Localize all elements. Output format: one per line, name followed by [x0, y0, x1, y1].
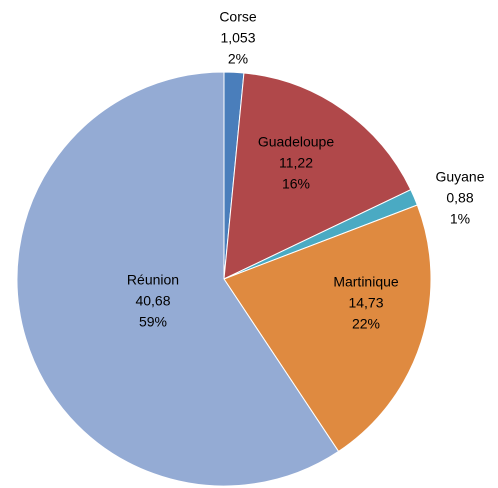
- pie-slice: [16, 71, 340, 487]
- slice-label: Guyane: [435, 169, 484, 185]
- pie-slice: [223, 72, 412, 280]
- value-label: 14,73: [348, 295, 383, 311]
- value-label: 0,88: [446, 190, 473, 206]
- slice-label: Martinique: [333, 274, 399, 290]
- value-label: 40,68: [135, 293, 170, 309]
- slice-label: Corse: [219, 9, 257, 25]
- percent-label: 1%: [450, 211, 470, 227]
- percent-label: 59%: [139, 314, 167, 330]
- pie-slice: [223, 204, 432, 453]
- percent-label: 16%: [282, 176, 310, 192]
- value-label: 1,053: [220, 30, 255, 46]
- percent-label: 2%: [228, 51, 248, 67]
- slice-label: Réunion: [127, 272, 179, 288]
- value-label: 11,22: [279, 155, 313, 171]
- percent-label: 22%: [352, 316, 380, 332]
- slice-label: Guadeloupe: [258, 134, 335, 150]
